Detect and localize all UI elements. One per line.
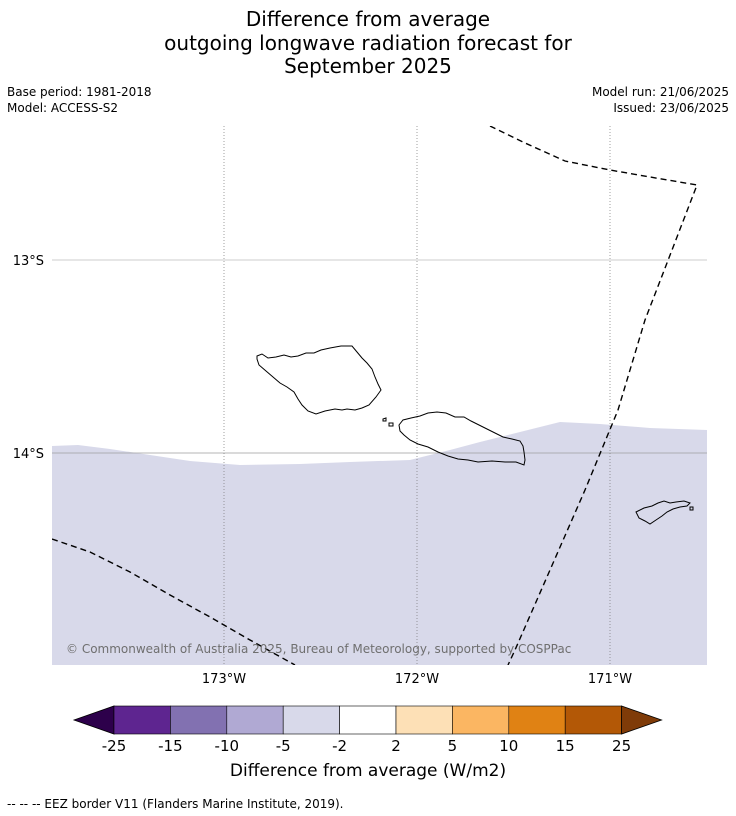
colorbar-label: Difference from average (W/m2) [229,761,507,781]
model-run: Model run: 21/06/2025 [591,85,729,99]
colorbar-segment [564,705,622,735]
colorbar: -25 -15 -10 -5 -2 2 5 10 15 25 [72,705,663,755]
apolima-islet [388,422,394,427]
lat-label-13s: 13°S [13,254,44,269]
colorbar-tick-label: -10 [215,737,240,755]
colorbar-segment [452,705,510,735]
model-name: Model: ACCESS-S2 [7,101,119,115]
colorbar-over-arrow [621,705,663,735]
copyright-text: © Commonwealth of Australia 2025, Bureau… [66,642,571,656]
colorbar-tick-label: -15 [158,737,183,755]
meta-left: Base period: 1981-2018 Model: ACCESS-S2 [7,84,152,116]
colorbar-tick-label: -5 [276,737,291,755]
lon-label-171w: 171°W [588,672,632,687]
colorbar-tick-label: 15 [556,737,575,755]
colorbar-segment [395,705,453,735]
colorbar-segment [339,705,397,735]
base-period: Base period: 1981-2018 [7,85,152,99]
eez-footnote: -- -- -- EEZ border V11 (Flanders Marine… [7,797,344,811]
lat-label-14s: 14°S [13,447,44,462]
title-line-2: outgoing longwave radiation forecast for [164,30,572,55]
colorbar-tick-label: 10 [499,737,518,755]
title-line-1: Difference from average [245,7,491,31]
colorbar-segment [113,705,171,735]
eez-border-samoa-tonga [52,538,296,665]
lon-label-173w: 173°W [202,672,246,687]
colorbar-segment [226,705,284,735]
manono-islet [382,417,387,422]
colorbar-tick-label: -2 [332,737,347,755]
colorbar-tick-label: -25 [102,737,127,755]
tutuila-island [635,500,691,525]
meta-right: Model run: 21/06/2025 Issued: 23/06/2025 [592,84,729,116]
map-frame: © Commonwealth of Australia 2025, Bureau… [52,126,707,665]
aunuu-islet [689,506,694,511]
title-line-3: September 2025 [284,54,452,78]
colorbar-tick-label: 2 [391,737,401,755]
colorbar-tick-label: 5 [448,737,458,755]
colorbar-under-arrow [72,705,115,735]
savaii-island [256,345,382,415]
upolu-island [398,411,526,466]
colorbar-segment [508,705,566,735]
anomaly-fill-region [52,422,707,665]
colorbar-segment [282,705,340,735]
colorbar-tick-label: 25 [612,737,631,755]
issued-date: Issued: 23/06/2025 [613,101,729,115]
eez-border-samoa-american-samoa [489,126,698,665]
chart-title: Difference from average outgoing longwav… [0,7,736,79]
lon-label-172w: 172°W [395,672,439,687]
colorbar-segment [170,705,228,735]
